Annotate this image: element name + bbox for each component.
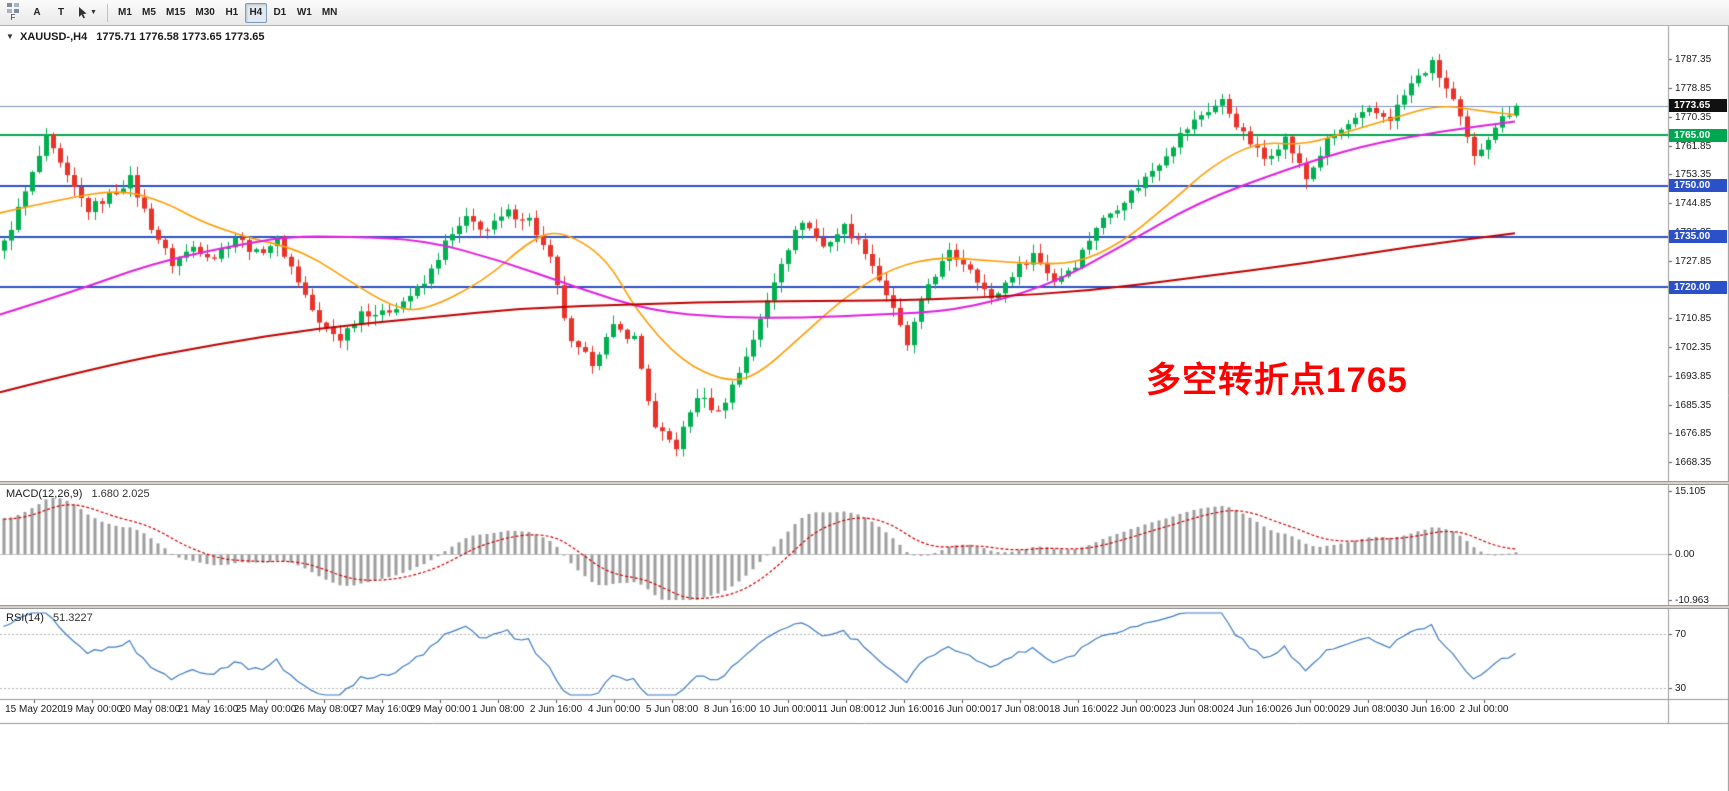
time-tick-label: 20 May 08:00 (119, 704, 181, 715)
price-tick-label: 1778.85 (1675, 83, 1712, 95)
timeframe-m15-button[interactable]: M15 (162, 3, 189, 23)
rsi-indicator-label: RSI(14) 51.3227 (6, 612, 93, 624)
main-chart-pane[interactable] (0, 26, 1668, 481)
pane-separator-macd-rsi[interactable] (0, 605, 1729, 609)
macd-indicator-label: MACD(12,26,9) 1.680 2.025 (6, 488, 150, 500)
chart-annotation-text[interactable]: 多空转折点1765 (1146, 361, 1408, 400)
timeframe-mn-button[interactable]: MN (318, 3, 342, 23)
price-tick-label: 1710.85 (1675, 313, 1712, 325)
price-tick-label: 1727.85 (1675, 255, 1712, 267)
timeframe-h1-button[interactable]: H1 (221, 3, 243, 23)
time-tick-label: 1 Jun 08:00 (471, 704, 525, 715)
time-tick-label: 10 Jun 00:00 (759, 704, 817, 715)
macd-axis-label: 0.00 (1675, 549, 1695, 561)
quick-trade-dropdown-icon[interactable]: ▼ (6, 32, 14, 41)
arrow-tool-button[interactable]: A (26, 3, 48, 23)
price-tick-label: 1668.35 (1675, 457, 1712, 469)
chart-symbol-header: ▼ XAUUSD-,H4 1775.71 1776.58 1773.65 177… (6, 31, 265, 43)
time-tick-label: 16 Jun 00:00 (933, 704, 991, 715)
charts-grid-icon (7, 3, 19, 13)
bid-price-badge: 1773.65 (1669, 99, 1727, 113)
time-tick-label: 26 Jun 00:00 (1281, 704, 1339, 715)
time-tick-label: 21 May 16:00 (177, 704, 239, 715)
time-tick-label: 22 Jun 00:00 (1107, 704, 1165, 715)
time-tick-label: 15 May 2020 (5, 704, 63, 715)
toolbar-separator (106, 3, 108, 22)
price-tick-label: 1693.85 (1675, 370, 1712, 382)
time-tick-label: 12 Jun 16:00 (875, 704, 933, 715)
time-tick-label: 17 Jun 08:00 (991, 704, 1049, 715)
rsi-pane[interactable] (0, 609, 1668, 699)
price-tick-label: 1676.85 (1675, 428, 1712, 440)
time-tick-label: 8 Jun 16:00 (703, 704, 757, 715)
time-tick-label: 18 Jun 16:00 (1049, 704, 1107, 715)
price-tick-label: 1702.35 (1675, 342, 1712, 354)
time-tick-label: 24 Jun 16:00 (1223, 704, 1281, 715)
time-tick-label: 2 Jul 00:00 (1459, 704, 1509, 715)
time-tick-label: 26 May 08:00 (293, 704, 355, 715)
macd-values: 1.680 2.025 (91, 488, 150, 500)
price-tick-label: 1770.35 (1675, 111, 1712, 123)
time-tick-label: 29 Jun 08:00 (1339, 704, 1397, 715)
macd-pane[interactable] (0, 485, 1668, 605)
timeframe-m1-button[interactable]: M1 (114, 3, 136, 23)
rsi-level-label: 70 (1675, 628, 1687, 640)
time-tick-label: 25 May 00:00 (235, 704, 297, 715)
macd-axis-label: 15.105 (1675, 486, 1706, 497)
time-tick-label: 11 Jun 08:00 (817, 704, 875, 715)
price-tick-label: 1744.85 (1675, 198, 1712, 210)
toolbar-f-label: F (10, 13, 16, 22)
cursor-icon (79, 6, 87, 18)
toolbar: F A T ▼ M1 M5 M15 M30 H1 H4 D1 W1 MN (0, 0, 1729, 26)
time-axis[interactable]: 15 May 2020 19 May 00:00 20 May 08:00 21 Ma… (0, 699, 1668, 723)
price-scale[interactable]: 1787.35 1778.85 1770.35 1761.85 1753.35 1744.… (1669, 26, 1729, 723)
price-tick-label: 1685.35 (1675, 399, 1712, 411)
price-tick-label: 1787.35 (1675, 54, 1712, 66)
timeframe-h4-button[interactable]: H4 (244, 2, 267, 23)
symbol-label: XAUUSD-,H4 (19, 31, 88, 43)
time-tick-label: 23 Jun 08:00 (1165, 704, 1223, 715)
price-tick-label: 1761.85 (1675, 140, 1712, 152)
macd-axis-label: -10.963 (1675, 595, 1709, 606)
hline-1765-badge: 1765.00 (1669, 128, 1727, 142)
time-tick-label: 2 Jun 16:00 (529, 704, 583, 715)
time-tick-label: 30 Jun 16:00 (1397, 704, 1455, 715)
rsi-name: RSI(14) (6, 612, 44, 624)
hline-1735-badge: 1735.00 (1669, 230, 1727, 244)
pane-separator-main-macd[interactable] (0, 481, 1729, 485)
timeframe-m5-button[interactable]: M5 (138, 3, 160, 23)
time-tick-label: 4 Jun 00:00 (587, 704, 641, 715)
time-tick-label: 27 May 16:00 (351, 704, 413, 715)
text-tool-button[interactable]: T (50, 3, 72, 23)
timeframe-w1-button[interactable]: W1 (293, 3, 316, 23)
time-tick-label: 19 May 00:00 (61, 704, 123, 715)
time-tick-label: 29 May 00:00 (409, 704, 471, 715)
price-tick-label: 1753.35 (1675, 169, 1712, 181)
timeframe-d1-button[interactable]: D1 (269, 3, 291, 23)
timeframe-m30-button[interactable]: M30 (191, 3, 218, 23)
rsi-value: 51.3227 (52, 612, 93, 624)
hline-1720-badge: 1720.00 (1669, 280, 1727, 294)
cursor-dropdown-button[interactable]: ▼ (74, 3, 101, 23)
time-tick-label: 5 Jun 08:00 (645, 704, 699, 715)
ohlc-values: 1775.71 1776.58 1773.65 1773.65 (96, 31, 265, 43)
macd-name: MACD(12,26,9) (6, 488, 83, 500)
timeframe-group: M1 M5 M15 M30 H1 H4 D1 W1 MN (113, 2, 342, 23)
charts-grid-button[interactable]: F (3, 1, 23, 25)
rsi-level-label: 30 (1675, 683, 1687, 695)
chevron-down-icon: ▼ (90, 9, 97, 16)
hline-1750-badge: 1750.00 (1669, 179, 1727, 193)
